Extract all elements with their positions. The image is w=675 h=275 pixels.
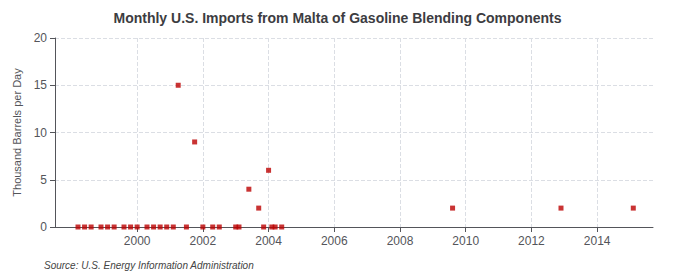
svg-text:2002: 2002 [190, 234, 217, 248]
svg-text:2012: 2012 [518, 234, 545, 248]
svg-text:10: 10 [34, 126, 48, 140]
svg-text:0: 0 [40, 220, 47, 234]
svg-text:2014: 2014 [584, 234, 611, 248]
svg-text:15: 15 [34, 78, 48, 92]
svg-text:5: 5 [40, 173, 47, 187]
svg-text:2000: 2000 [124, 234, 151, 248]
svg-text:2004: 2004 [255, 234, 282, 248]
svg-text:Thousand Barrels per Day: Thousand Barrels per Day [11, 68, 23, 197]
svg-text:20: 20 [34, 31, 48, 45]
svg-text:2008: 2008 [387, 234, 414, 248]
svg-text:Source: U.S. Energy Informatio: Source: U.S. Energy Information Administ… [44, 260, 254, 271]
svg-text:Monthly U.S. Imports from Malt: Monthly U.S. Imports from Malta of Gasol… [113, 10, 561, 26]
svg-text:2010: 2010 [452, 234, 479, 248]
svg-text:2006: 2006 [321, 234, 348, 248]
